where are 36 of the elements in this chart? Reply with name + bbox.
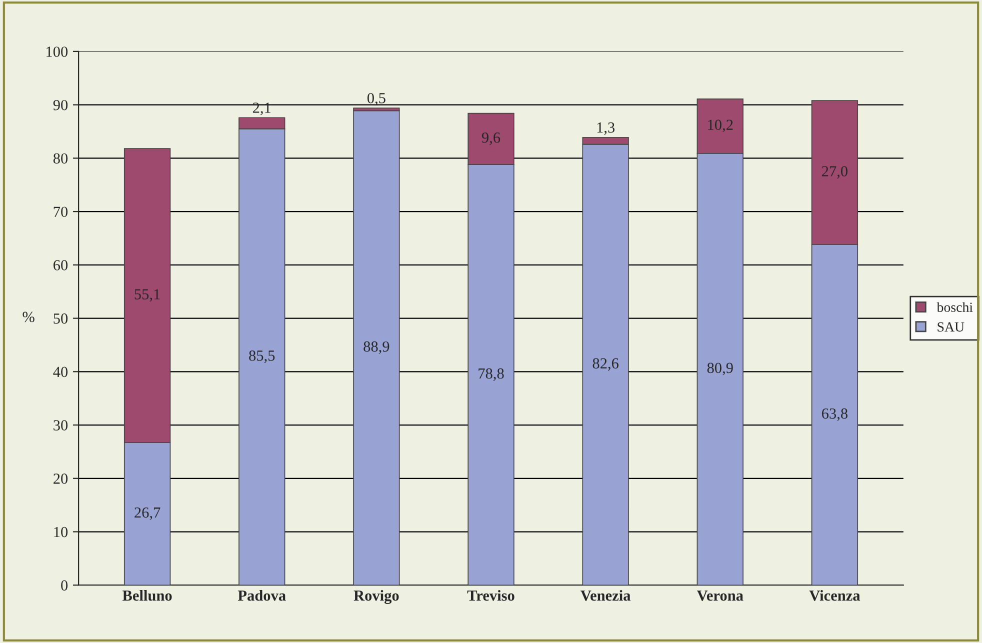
y-tick-label: 100 [46, 46, 68, 57]
data-label: 82,6 [592, 358, 618, 371]
data-label: 27,0 [822, 166, 848, 179]
data-label: 9,6 [482, 132, 500, 145]
x-tick-label: Vicenza [809, 590, 860, 601]
data-label: 10,2 [708, 120, 733, 132]
y-tick-label: 0 [61, 580, 68, 591]
data-label: 1,3 [597, 122, 615, 135]
y-axis-title: % [22, 312, 34, 322]
bar [353, 110, 400, 586]
x-tick-label: Venezia [580, 590, 631, 601]
data-label: 55,1 [134, 289, 160, 302]
data-label: 80,9 [707, 362, 733, 376]
y-tick-label: 50 [54, 313, 68, 324]
data-label: 78,8 [478, 368, 504, 381]
data-label: 85,5 [249, 350, 275, 363]
data-label: 2,1 [252, 102, 270, 116]
data-label: 0,5 [367, 92, 386, 106]
y-tick-label: 90 [53, 100, 68, 110]
y-tick-label: 10 [54, 526, 68, 538]
y-tick-label: 30 [54, 420, 68, 430]
data-label: 26,7 [134, 507, 160, 520]
y-tick-label: 40 [53, 366, 68, 378]
x-tick-label: Padova [238, 590, 286, 601]
x-tick-label: Treviso [467, 590, 514, 601]
data-label: 63,8 [822, 408, 848, 421]
x-tick-label: Verona [696, 590, 744, 601]
y-tick-label: 70 [54, 206, 68, 217]
x-tick-label: Rovigo [354, 590, 399, 604]
y-tick-label: 80 [53, 153, 68, 164]
legend-label: SAU [938, 322, 964, 332]
y-tick-label: 60 [54, 260, 68, 270]
y-tick-label: 20 [54, 474, 68, 484]
data-label: 88,9 [364, 341, 390, 354]
legend-label: boschi [936, 302, 973, 312]
x-tick-label: Belluno [122, 590, 172, 601]
